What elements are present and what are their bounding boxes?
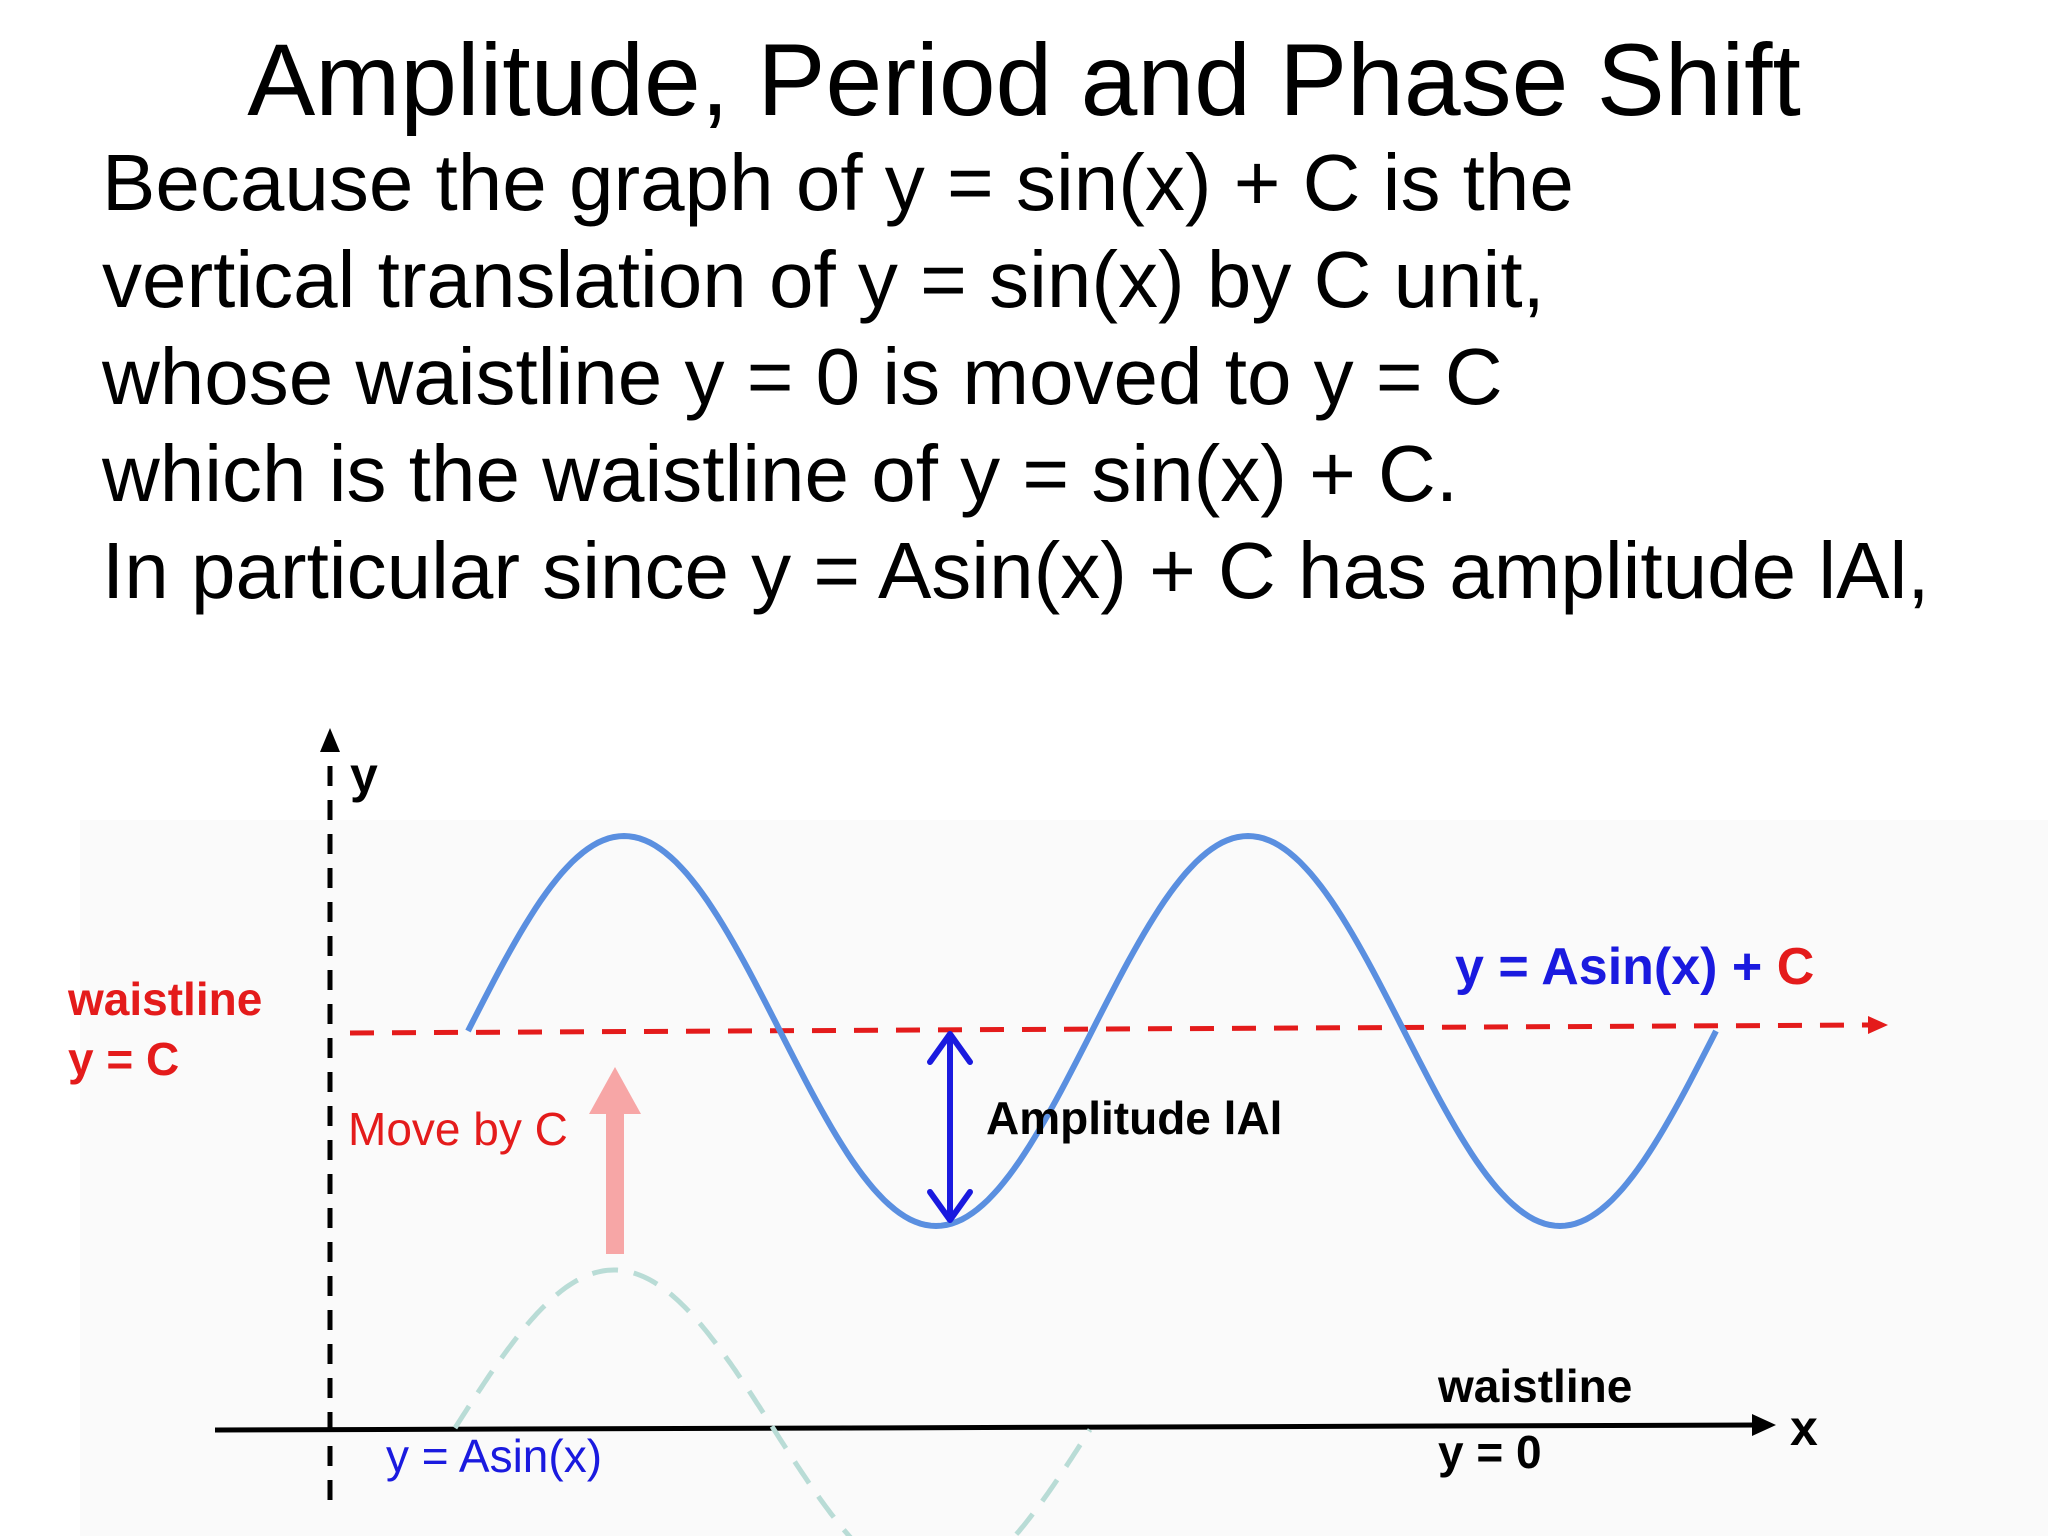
lower-sine-curve [452,1267,1093,1536]
y-axis-label: y [350,747,378,803]
move-arrow-shaft [606,1112,624,1254]
body-line-2: vertical translation of y = sin(x) by C … [102,235,1545,324]
upper-curve-label-c: C [1777,938,1815,996]
waistline-0-label-line2: y = 0 [1438,1426,1542,1478]
upper-curve-label-main: y = Asin(x) + [1455,938,1777,996]
waistline-c-arrowhead [1868,1016,1888,1034]
amplitude-arrow-bottom [927,1189,973,1223]
upper-sine-curve [465,832,1719,1230]
slide-title: Amplitude, Period and Phase Shift [247,23,1801,137]
amplitude-arrow-top [927,1031,973,1065]
waistline-c-label-line1: waistline [67,973,262,1025]
y-axis-arrowhead [320,728,340,752]
x-axis-arrowhead [1752,1414,1776,1436]
body-text: Because the graph of y = sin(x) + C is t… [102,134,2022,619]
move-arrow-head [589,1067,641,1114]
move-by-c-label: Move by C [348,1103,568,1155]
diagram-background [80,820,2048,1536]
body-line-4: which is the waistline of y = sin(x) + C… [102,429,1459,518]
body-line-3: whose waistline y = 0 is moved to y = C [102,332,1503,421]
x-axis [214,1422,1761,1433]
body-line-5: In particular since y = Asin(x) + C has … [102,526,1930,615]
body-line-1: Because the graph of y = sin(x) + C is t… [102,138,1574,227]
x-axis-label: x [1790,1400,1818,1456]
waistline-0-label-line1: waistline [1437,1360,1632,1412]
lower-curve-label: y = Asin(x) [386,1430,602,1482]
upper-curve-label: y = Asin(x) + C [1455,938,1814,996]
waistline-c-label-line2: y = C [68,1033,179,1085]
waistline-c-line [349,1022,1871,1036]
amplitude-label: Amplitude lAl [986,1092,1282,1144]
